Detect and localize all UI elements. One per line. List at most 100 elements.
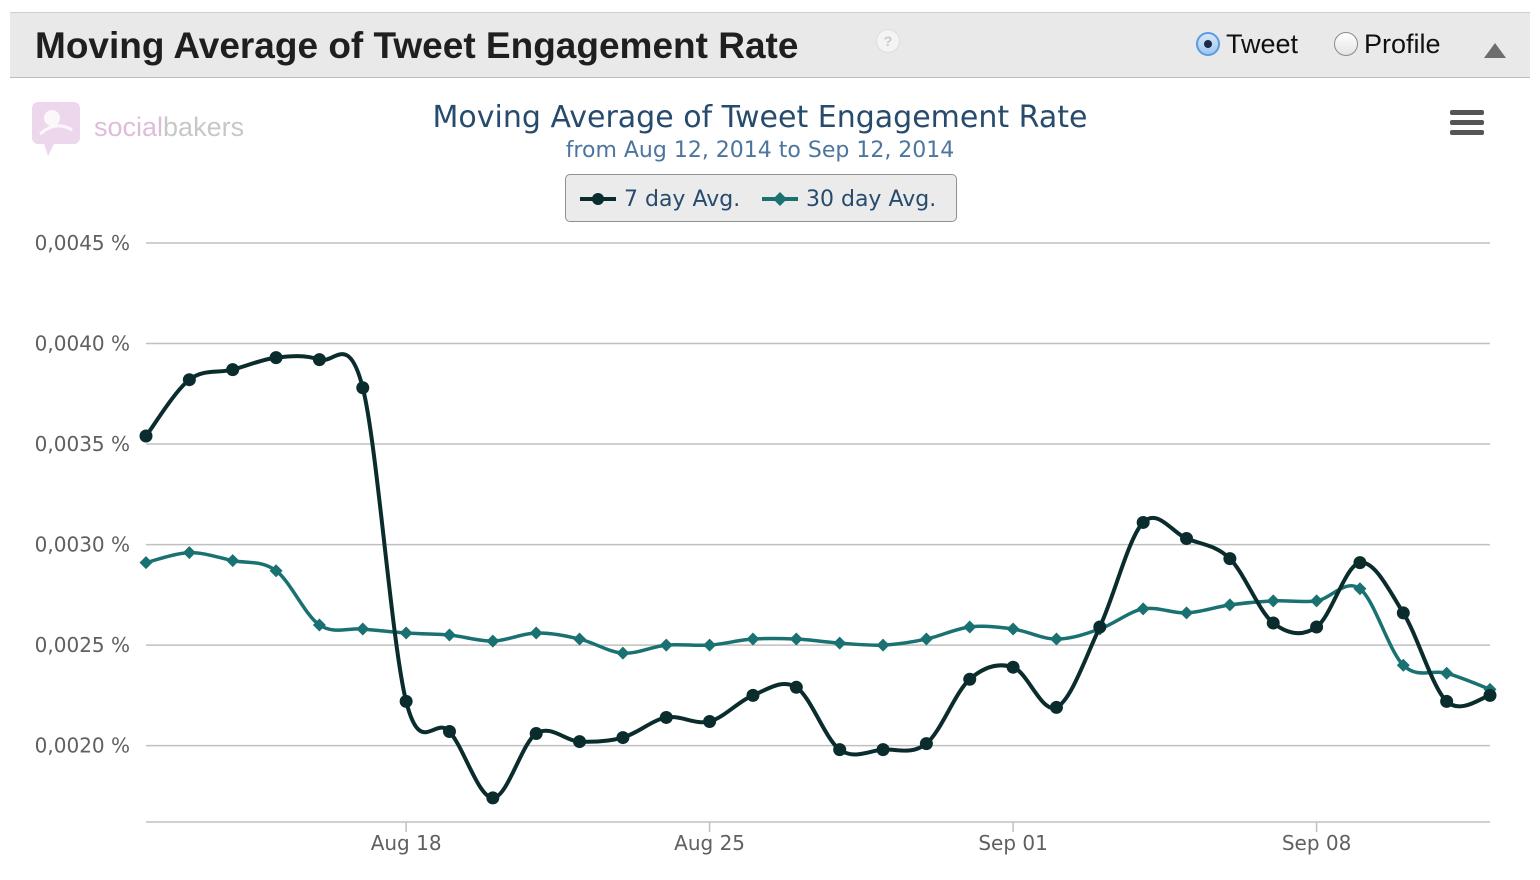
logo-bubble-icon	[32, 102, 80, 156]
y-tick-label: 0,0035 %	[35, 432, 130, 456]
x-tick-label: Sep 08	[1282, 831, 1352, 855]
data-point-30day	[573, 632, 587, 646]
chart-subtitle: from Aug 12, 2014 to Sep 12, 2014	[565, 138, 955, 163]
data-point-7day	[486, 791, 500, 805]
x-tick-label: Sep 01	[978, 831, 1048, 855]
chart-legend: 7 day Avg. 30 day Avg.	[565, 174, 957, 222]
data-point-30day	[399, 626, 413, 640]
data-point-30day	[703, 638, 717, 652]
data-point-7day	[876, 743, 890, 757]
radio-profile[interactable]: Profile	[1334, 27, 1441, 61]
data-point-7day	[1049, 700, 1063, 714]
data-point-30day	[1136, 602, 1150, 616]
data-point-30day	[963, 620, 977, 634]
data-point-30day	[529, 626, 543, 640]
data-point-7day	[1093, 620, 1107, 634]
legend-item-7day[interactable]: 7 day Avg.	[580, 185, 740, 213]
data-point-7day	[659, 710, 673, 724]
series-line-7day	[144, 352, 1491, 800]
data-point-7day	[399, 694, 413, 708]
data-point-30day	[1006, 622, 1020, 636]
triangle-up-icon[interactable]	[1484, 43, 1506, 58]
legend-item-30day[interactable]: 30 day Avg.	[762, 185, 936, 213]
logo-text-bakers: bakers	[163, 112, 245, 142]
data-point-30day	[1223, 598, 1237, 612]
radio-tweet-label: Tweet	[1226, 28, 1299, 59]
data-point-30day	[139, 556, 153, 570]
legend-label-30day: 30 day Avg.	[806, 186, 937, 212]
data-point-7day	[1006, 660, 1020, 674]
data-point-7day	[963, 672, 977, 686]
data-point-30day	[1049, 632, 1063, 646]
series-line-30day	[145, 550, 1491, 691]
hamburger-menu-icon[interactable]	[1450, 110, 1486, 138]
data-point-7day	[1353, 556, 1367, 570]
data-point-7day	[1440, 694, 1454, 708]
help-icon[interactable]: ?	[876, 29, 900, 53]
data-point-7day	[1180, 532, 1194, 546]
data-point-7day	[226, 363, 240, 377]
data-point-30day	[442, 628, 456, 642]
radio-dot-icon	[1204, 40, 1212, 48]
data-point-7day	[1136, 515, 1150, 529]
data-point-30day	[269, 564, 283, 578]
data-point-7day	[573, 735, 587, 749]
data-point-30day	[1440, 666, 1454, 680]
data-point-30day	[789, 632, 803, 646]
data-point-7day	[529, 727, 543, 741]
data-point-30day	[659, 638, 673, 652]
data-point-7day	[1223, 552, 1237, 566]
chart-title: Moving Average of Tweet Engagement Rate	[432, 100, 1088, 135]
data-point-7day	[139, 429, 153, 443]
data-point-7day	[312, 353, 326, 367]
legend-label-7day: 7 day Avg.	[624, 186, 741, 212]
data-point-30day	[876, 638, 890, 652]
data-point-30day	[182, 546, 196, 560]
data-point-30day	[616, 646, 630, 660]
panel-header: Moving Average of Tweet Engagement Rate …	[10, 12, 1530, 78]
data-point-30day	[486, 634, 500, 648]
data-point-30day	[1266, 594, 1280, 608]
logo-text: socialbakers	[94, 112, 244, 143]
data-point-30day	[226, 554, 240, 568]
data-point-7day	[182, 373, 196, 387]
socialbakers-logo: socialbakers	[30, 100, 270, 160]
x-tick-label: Aug 18	[371, 831, 442, 855]
radio-tweet[interactable]: Tweet	[1196, 27, 1298, 61]
data-point-7day	[746, 688, 760, 702]
data-point-7day	[1310, 620, 1324, 634]
data-point-30day	[919, 632, 933, 646]
data-point-30day	[1353, 582, 1367, 596]
data-point-7day	[1266, 616, 1280, 630]
y-tick-label: 0,0030 %	[35, 533, 130, 557]
data-point-7day	[1396, 606, 1410, 620]
panel-title: Moving Average of Tweet Engagement Rate	[35, 25, 799, 66]
data-point-30day	[356, 622, 370, 636]
radio-profile-label: Profile	[1364, 28, 1441, 59]
data-point-7day	[616, 731, 630, 745]
y-tick-label: 0,0020 %	[35, 734, 130, 758]
data-point-30day	[1396, 658, 1410, 672]
data-point-30day	[312, 618, 326, 632]
y-tick-label: 0,0025 %	[35, 633, 130, 657]
data-point-7day	[1483, 688, 1497, 702]
data-point-7day	[442, 725, 456, 739]
radio-tweet-selected-icon[interactable]	[1196, 32, 1220, 56]
data-point-7day	[356, 381, 370, 395]
legend-circle-marker-icon	[580, 193, 616, 205]
data-point-7day	[703, 714, 717, 728]
data-point-30day	[1310, 594, 1324, 608]
data-point-7day	[789, 680, 803, 694]
radio-profile-unselected-icon[interactable]	[1334, 32, 1358, 56]
data-point-7day	[919, 737, 933, 751]
data-point-30day	[746, 632, 760, 646]
logo-text-social: social	[94, 112, 164, 142]
data-point-30day	[1180, 606, 1194, 620]
data-point-30day	[833, 636, 847, 650]
legend-diamond-marker-icon	[762, 192, 798, 206]
y-tick-label: 0,0040 %	[35, 332, 130, 356]
x-tick-label: Aug 25	[674, 831, 745, 855]
data-point-7day	[269, 351, 283, 365]
y-tick-label: 0,0045 %	[35, 231, 130, 255]
